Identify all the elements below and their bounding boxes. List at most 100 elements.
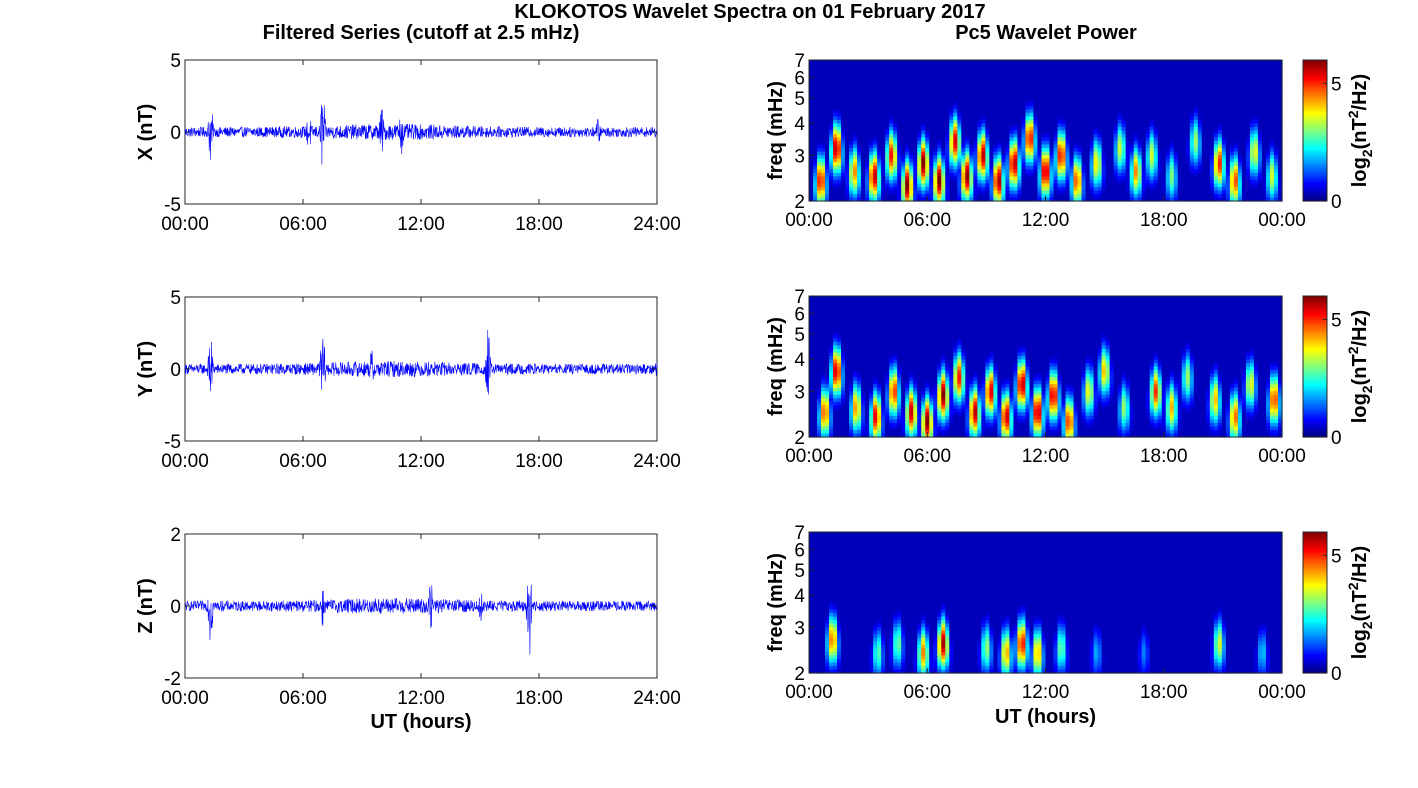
heatmap-cell — [1229, 84, 1235, 89]
heatmap-cell — [1225, 60, 1231, 65]
heatmap-cell — [989, 105, 994, 110]
heatmap-cell — [989, 60, 994, 65]
heatmap-cell — [1077, 70, 1083, 75]
heatmap-cell — [941, 67, 946, 72]
heatmap-cell — [953, 60, 958, 65]
heatmap-cell — [933, 158, 938, 163]
heatmap-cell — [1013, 60, 1019, 65]
heatmap-cell — [1057, 63, 1063, 68]
heatmap-cell — [993, 148, 998, 153]
heatmap-cell — [921, 126, 926, 132]
heatmap-cell — [1137, 169, 1143, 174]
heatmap-cell — [813, 348, 818, 354]
heatmap-cell — [1133, 148, 1139, 153]
heatmap-cell — [877, 119, 882, 125]
heatmap-cell — [1121, 63, 1127, 68]
heatmap-cell — [1029, 158, 1035, 163]
heatmap-cell — [1009, 144, 1015, 149]
heatmap-cell — [1261, 165, 1267, 170]
heatmap-cell — [817, 320, 822, 325]
heatmap-cell — [941, 105, 946, 110]
heatmap-cell — [953, 130, 958, 135]
heatmap-cell — [1013, 112, 1019, 118]
heatmap-cell — [1025, 148, 1031, 153]
heatmap-cell — [1253, 84, 1259, 89]
heatmap-cell — [973, 105, 978, 110]
heatmap-cell — [933, 169, 938, 174]
heatmap-cell — [817, 158, 822, 163]
heatmap-cell — [1097, 109, 1103, 114]
heatmap-cell — [929, 126, 934, 132]
heatmap-cell — [1005, 67, 1011, 72]
heatmap-cell — [857, 119, 862, 125]
heatmap-cell — [1245, 158, 1251, 163]
heatmap-cell — [1073, 81, 1079, 86]
heatmap-cell — [813, 77, 818, 82]
heatmap-cell — [1213, 186, 1219, 192]
heatmap-cell — [1085, 176, 1091, 181]
heatmap-cell — [973, 119, 978, 125]
heatmap-cell — [833, 190, 838, 195]
heatmap-cell — [861, 137, 866, 142]
heatmap-cell — [1201, 112, 1207, 118]
heatmap-cell — [857, 74, 862, 79]
heatmap-cell — [989, 179, 994, 184]
heatmap-cell — [1165, 105, 1171, 110]
heatmap-cell — [957, 123, 962, 128]
heatmap-cell — [1161, 179, 1167, 184]
heatmap-cell — [1269, 137, 1275, 142]
heatmap-cell — [845, 91, 850, 96]
heatmap-cell — [1257, 162, 1263, 167]
heatmap-cell — [993, 116, 998, 121]
heatmap-cell — [973, 60, 978, 65]
heatmap-cell — [1101, 98, 1107, 103]
heatmap-cell — [945, 155, 950, 160]
heatmap-cell — [1101, 183, 1107, 188]
heatmap-cell — [1141, 165, 1147, 170]
heatmap-cell — [1077, 67, 1083, 72]
heatmap-cell — [1069, 112, 1075, 118]
heatmap-cell — [1249, 162, 1255, 167]
heatmap-cell — [861, 105, 866, 110]
heatmap-cell — [1253, 151, 1259, 156]
heatmap-cell — [817, 151, 822, 156]
heatmap-cell — [1005, 60, 1011, 65]
heatmap-cell — [1269, 126, 1275, 132]
heatmap-cell — [1169, 81, 1175, 86]
heatmap-cell — [861, 63, 866, 68]
heatmap-cell — [1213, 176, 1219, 181]
heatmap-cell — [865, 74, 870, 79]
heatmap-cell — [1169, 70, 1175, 75]
heatmap-cell — [1277, 67, 1283, 72]
heatmap-cell — [977, 77, 982, 82]
heatmap-cell — [813, 67, 818, 72]
heatmap-cell — [889, 144, 894, 149]
heatmap-cell — [1221, 126, 1227, 132]
heatmap-cell — [905, 144, 910, 149]
heatmap-cell — [1249, 134, 1255, 139]
heatmap-cell — [1045, 84, 1051, 89]
heatmap-cell — [1013, 183, 1019, 188]
heatmap-cell — [1041, 172, 1047, 177]
heatmap-cell — [1221, 105, 1227, 110]
heatmap-cell — [1129, 141, 1135, 146]
heatmap-cell — [1061, 84, 1067, 89]
heatmap-cell — [821, 179, 826, 184]
heatmap-cell — [1061, 151, 1067, 156]
heatmap-cell — [1165, 126, 1171, 132]
x-tick-label: 18:00 — [515, 688, 563, 709]
heatmap-cell — [1277, 123, 1283, 128]
heatmap-cell — [925, 95, 930, 100]
heatmap-cell — [1009, 81, 1015, 86]
heatmap-cell — [1145, 116, 1151, 121]
heatmap-cell — [1253, 158, 1259, 163]
heatmap-cell — [969, 176, 974, 181]
heatmap-cell — [1117, 74, 1123, 79]
heatmap-cell — [1153, 91, 1159, 96]
heatmap-cell — [1009, 60, 1015, 65]
heatmap-cell — [1153, 179, 1159, 184]
heatmap-cell — [821, 148, 826, 153]
heatmap-cell — [925, 102, 930, 107]
heatmap-cell — [1229, 67, 1235, 72]
heatmap-cell — [877, 137, 882, 142]
